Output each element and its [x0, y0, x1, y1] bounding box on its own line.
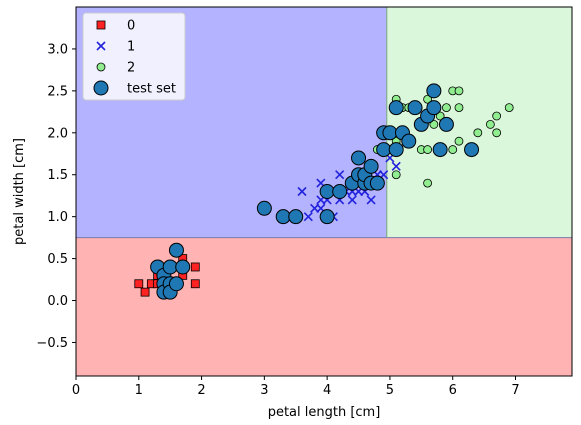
- x-axis: 0 1 2 3 4 5 6 7: [72, 376, 520, 398]
- y-axis-label: petal width [cm]: [12, 138, 27, 245]
- data-point: [464, 142, 480, 158]
- data-point: [376, 142, 392, 158]
- legend-marker: [96, 62, 106, 72]
- data-point: [363, 158, 379, 174]
- x-tick-label: 1: [135, 383, 143, 398]
- data-point: [423, 94, 432, 104]
- x-tick-label: 6: [449, 383, 457, 398]
- y-tick-label: 2.0: [47, 126, 68, 141]
- data-point: [388, 100, 404, 116]
- legend-item: 0: [96, 19, 135, 34]
- decision-boundaries: [76, 7, 572, 239]
- data-point-stroke: [297, 186, 307, 197]
- y-tick-label: −0.5: [36, 336, 68, 351]
- data-point: [134, 279, 144, 289]
- data-point: [168, 242, 184, 258]
- series-test-set: [150, 83, 480, 300]
- data-point: [432, 142, 448, 158]
- data-point: [366, 195, 376, 205]
- legend-marker: [93, 80, 109, 96]
- data-point-stroke: [391, 161, 401, 171]
- plot-frame: [75, 6, 573, 377]
- data-point: [401, 133, 417, 149]
- legend-label: 1: [127, 40, 135, 55]
- data-point: [423, 145, 432, 154]
- data-point: [391, 161, 401, 171]
- data-point: [454, 136, 464, 146]
- data-point: [448, 145, 458, 154]
- data-point-stroke: [347, 195, 357, 205]
- x-axis-label: petal length [cm]: [268, 405, 381, 420]
- data-point: [162, 259, 178, 275]
- data-point: [297, 186, 307, 197]
- y-tick-label: 0.5: [47, 252, 68, 267]
- legend: 0 1 2 test set: [82, 12, 186, 101]
- data-point: [454, 103, 464, 113]
- data-point: [288, 209, 304, 225]
- x-tick-label: 2: [197, 383, 205, 398]
- data-point: [442, 103, 451, 113]
- data-point: [303, 212, 313, 222]
- data-point: [351, 150, 367, 166]
- y-tick-label: 1.5: [47, 168, 68, 183]
- data-point-stroke: [316, 178, 326, 188]
- legend-box: [82, 12, 186, 101]
- data-point: [426, 100, 442, 116]
- data-point: [382, 125, 398, 141]
- data-point: [435, 111, 445, 121]
- x-tick-label: 4: [323, 383, 331, 398]
- data-point: [369, 175, 385, 191]
- y-tick-label: 1.0: [47, 210, 68, 225]
- data-point: [332, 184, 348, 199]
- data-point: [319, 209, 335, 225]
- legend-item: test set: [93, 80, 176, 97]
- data-point: [190, 262, 200, 272]
- data-point: [454, 86, 464, 96]
- data-point: [168, 276, 184, 292]
- data-point: [275, 209, 291, 225]
- data-point: [190, 279, 200, 289]
- data-point: [492, 111, 502, 121]
- data-point: [485, 120, 495, 129]
- data-point: [140, 287, 150, 297]
- y-tick-label: 0.0: [47, 294, 68, 309]
- data-point: [426, 83, 442, 99]
- legend-item: 1: [96, 40, 135, 55]
- data-point: [388, 142, 404, 158]
- data-point-stroke: [303, 212, 313, 222]
- x-tick-label: 3: [260, 383, 268, 398]
- data-point-stroke: [335, 170, 345, 180]
- data-point: [335, 170, 345, 180]
- data-point: [429, 120, 439, 129]
- legend-label: 2: [127, 61, 135, 76]
- data-point: [391, 170, 401, 180]
- x-tick-label: 7: [511, 383, 519, 398]
- decision-region-class-0: [76, 237, 572, 376]
- data-point: [256, 200, 272, 216]
- data-point: [473, 128, 483, 138]
- data-point: [438, 116, 454, 132]
- x-tick-label: 0: [72, 383, 80, 398]
- legend-marker: [96, 20, 106, 30]
- legend-marker-stroke: [96, 41, 106, 51]
- data-point: [347, 195, 357, 205]
- data-point: [319, 184, 335, 199]
- legend-label: test set: [127, 82, 176, 97]
- y-axis: −0.5 0.0 0.5 1.0 1.5 2.0 2.5 3.0: [36, 42, 76, 351]
- y-tick-label: 2.5: [47, 84, 68, 99]
- data-point: [175, 259, 191, 275]
- data-points: [134, 83, 514, 300]
- data-point: [423, 178, 432, 188]
- legend-label: 0: [127, 19, 135, 34]
- y-tick-label: 3.0: [47, 42, 68, 57]
- data-point: [407, 100, 423, 116]
- data-point: [504, 103, 514, 113]
- legend-item: 2: [96, 61, 135, 76]
- data-point-stroke: [316, 203, 326, 213]
- data-point-stroke: [366, 195, 376, 205]
- data-point: [492, 128, 502, 138]
- legend-marker: [96, 41, 106, 51]
- x-tick-label: 5: [386, 383, 394, 398]
